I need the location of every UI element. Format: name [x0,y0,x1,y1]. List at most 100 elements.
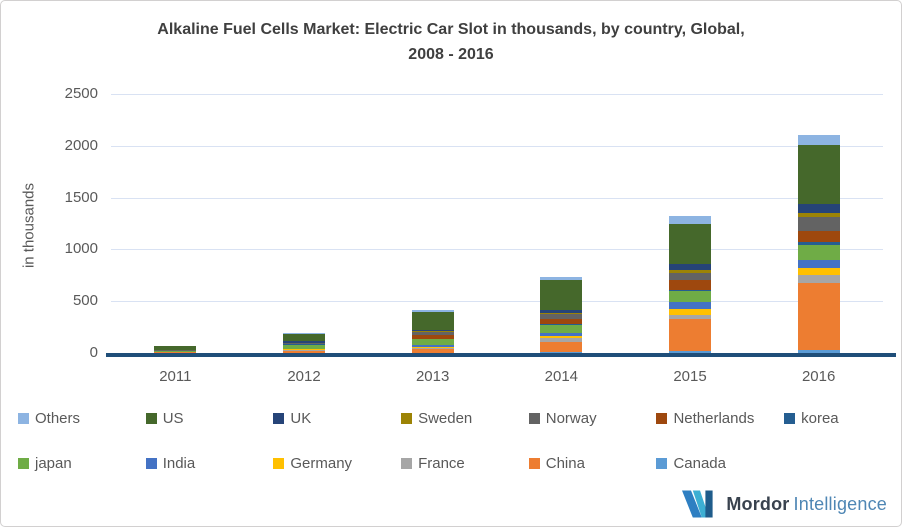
legend-label: korea [801,409,839,427]
y-tick-label-1500: 1500 [64,188,98,206]
y-axis-title: in thousands [20,182,38,269]
legend-label: Sweden [418,409,473,427]
legend-label: Germany [290,454,353,472]
y-tick-label-2500: 2500 [64,85,98,102]
x-tick-label-2013: 2013 [415,368,450,385]
bar-segment-japan-2012 [283,344,325,349]
bar-segment-korea-2015 [669,289,711,292]
bar-segment-china-2013 [411,348,454,353]
legend-item-sweden: Sweden [401,408,529,428]
legend-label: Others [35,409,81,427]
legend-row-2: japan India Germany France China Canada [18,453,898,473]
bar-segment-japan-2013 [411,339,454,346]
bar-2014 [540,277,583,353]
bar-segment-netherlands-2016 [797,231,840,243]
legend-label: UK [290,409,312,427]
bar-segment-france-2014 [540,337,583,343]
bar-segment-uk-2015 [669,264,711,270]
chart-title: Alkaline Fuel Cells Market: Electric Car… [1,17,901,67]
bar-segment-france-2016 [797,274,840,283]
gridline-1500 [111,197,883,199]
bar-segment-others-2011 [154,345,197,347]
plot-area [111,94,883,353]
bar-segment-japan-2011 [154,350,197,352]
bar-segment-china-2014 [540,342,583,353]
chart-title-line1: Alkaline Fuel Cells Market: Electric Car… [157,21,745,38]
bar-segment-norway-2012 [283,343,325,344]
legend-item-uk: UK [273,408,401,428]
bar-segment-uk-2014 [540,309,583,313]
bar-segment-germany-2014 [540,335,583,338]
bar-segment-others-2013 [411,310,454,313]
legend-label: France [418,454,465,472]
legend-swatch-icon [18,457,29,469]
bar-segment-us-2011 [154,346,197,350]
bar-segment-india-2013 [411,345,454,347]
bar-segment-us-2015 [669,224,711,265]
bar-segment-norway-2014 [540,314,583,319]
legend-item-france: France [401,453,529,473]
legend-swatch-icon [401,457,413,469]
x-tick-label-2015: 2015 [673,368,707,385]
legend-label: Netherlands [673,409,755,427]
bar-segment-sweden-2015 [669,269,711,273]
bar-segment-us-2013 [411,312,454,330]
bar-segment-india-2012 [283,348,325,350]
bar-segment-india-2014 [540,332,583,336]
gridline-2000 [111,145,883,147]
legend-label: japan [35,454,72,472]
legend-swatch-icon [18,412,29,424]
legend-swatch-icon [528,412,540,424]
legend-item-japan: japan [18,453,146,473]
chart-title-line2: 2008 - 2016 [408,46,494,63]
bar-segment-sweden-2013 [411,331,454,333]
legend-swatch-icon [528,457,540,469]
gridline-1000 [111,249,883,251]
bar-segment-china-2016 [797,282,840,351]
bar-segment-others-2012 [283,332,325,334]
bar-segment-germany-2012 [283,349,325,351]
bar-segment-netherlands-2013 [411,335,454,339]
bar-2011 [154,345,197,353]
bar-2012 [283,332,325,353]
bar-segment-uk-2013 [411,329,454,332]
gridline-2500 [111,94,883,95]
legend-label: Canada [673,454,726,472]
x-tick-label-2012: 2012 [287,368,321,385]
bar-segment-norway-2016 [797,217,840,232]
bar-segment-china-2015 [669,319,711,352]
bar-2016 [797,135,840,353]
legend-label: China [545,454,585,472]
bar-segment-us-2016 [797,145,840,205]
mordor-intelligence-logo-icon [682,490,713,518]
legend-item-norway: Norway [528,408,657,428]
legend-swatch-icon [273,457,285,469]
logo-text: Mordor Intelligence [726,494,887,515]
legend-item-us: US [145,408,274,428]
bar-segment-korea-2016 [797,242,840,245]
bar-segment-canada-2016 [797,350,840,353]
x-tick-label-2016: 2016 [801,368,836,385]
legend-swatch-icon [784,412,796,424]
bar-segment-netherlands-2015 [669,279,711,290]
bar-segment-sweden-2014 [540,312,583,315]
legend-item-canada: Canada [656,453,784,473]
bar-segment-netherlands-2012 [283,343,325,345]
bar-segment-india-2016 [797,259,840,268]
legend-item-others: Others [18,408,146,428]
legend-item-india: India [145,453,274,473]
bar-segment-netherlands-2014 [540,318,583,324]
bar-segment-others-2014 [540,277,583,280]
legend-swatch-icon [273,412,285,424]
legend-swatch-icon [145,457,157,469]
bar-segment-others-2015 [669,216,711,225]
legend: Others US UK Sweden Norway Netherlands korea ja… [18,408,898,498]
bar-segment-japan-2015 [669,291,711,303]
bar-segment-japan-2016 [797,244,840,260]
legend-row-1: Others US UK Sweden Norway Netherlands korea [18,408,898,428]
legend-item-netherlands: Netherlands [656,408,784,428]
logo-text-light: Intelligence [793,493,887,514]
legend-label: Norway [545,409,597,427]
legend-item-korea: korea [784,408,901,428]
legend-swatch-icon [656,457,668,469]
